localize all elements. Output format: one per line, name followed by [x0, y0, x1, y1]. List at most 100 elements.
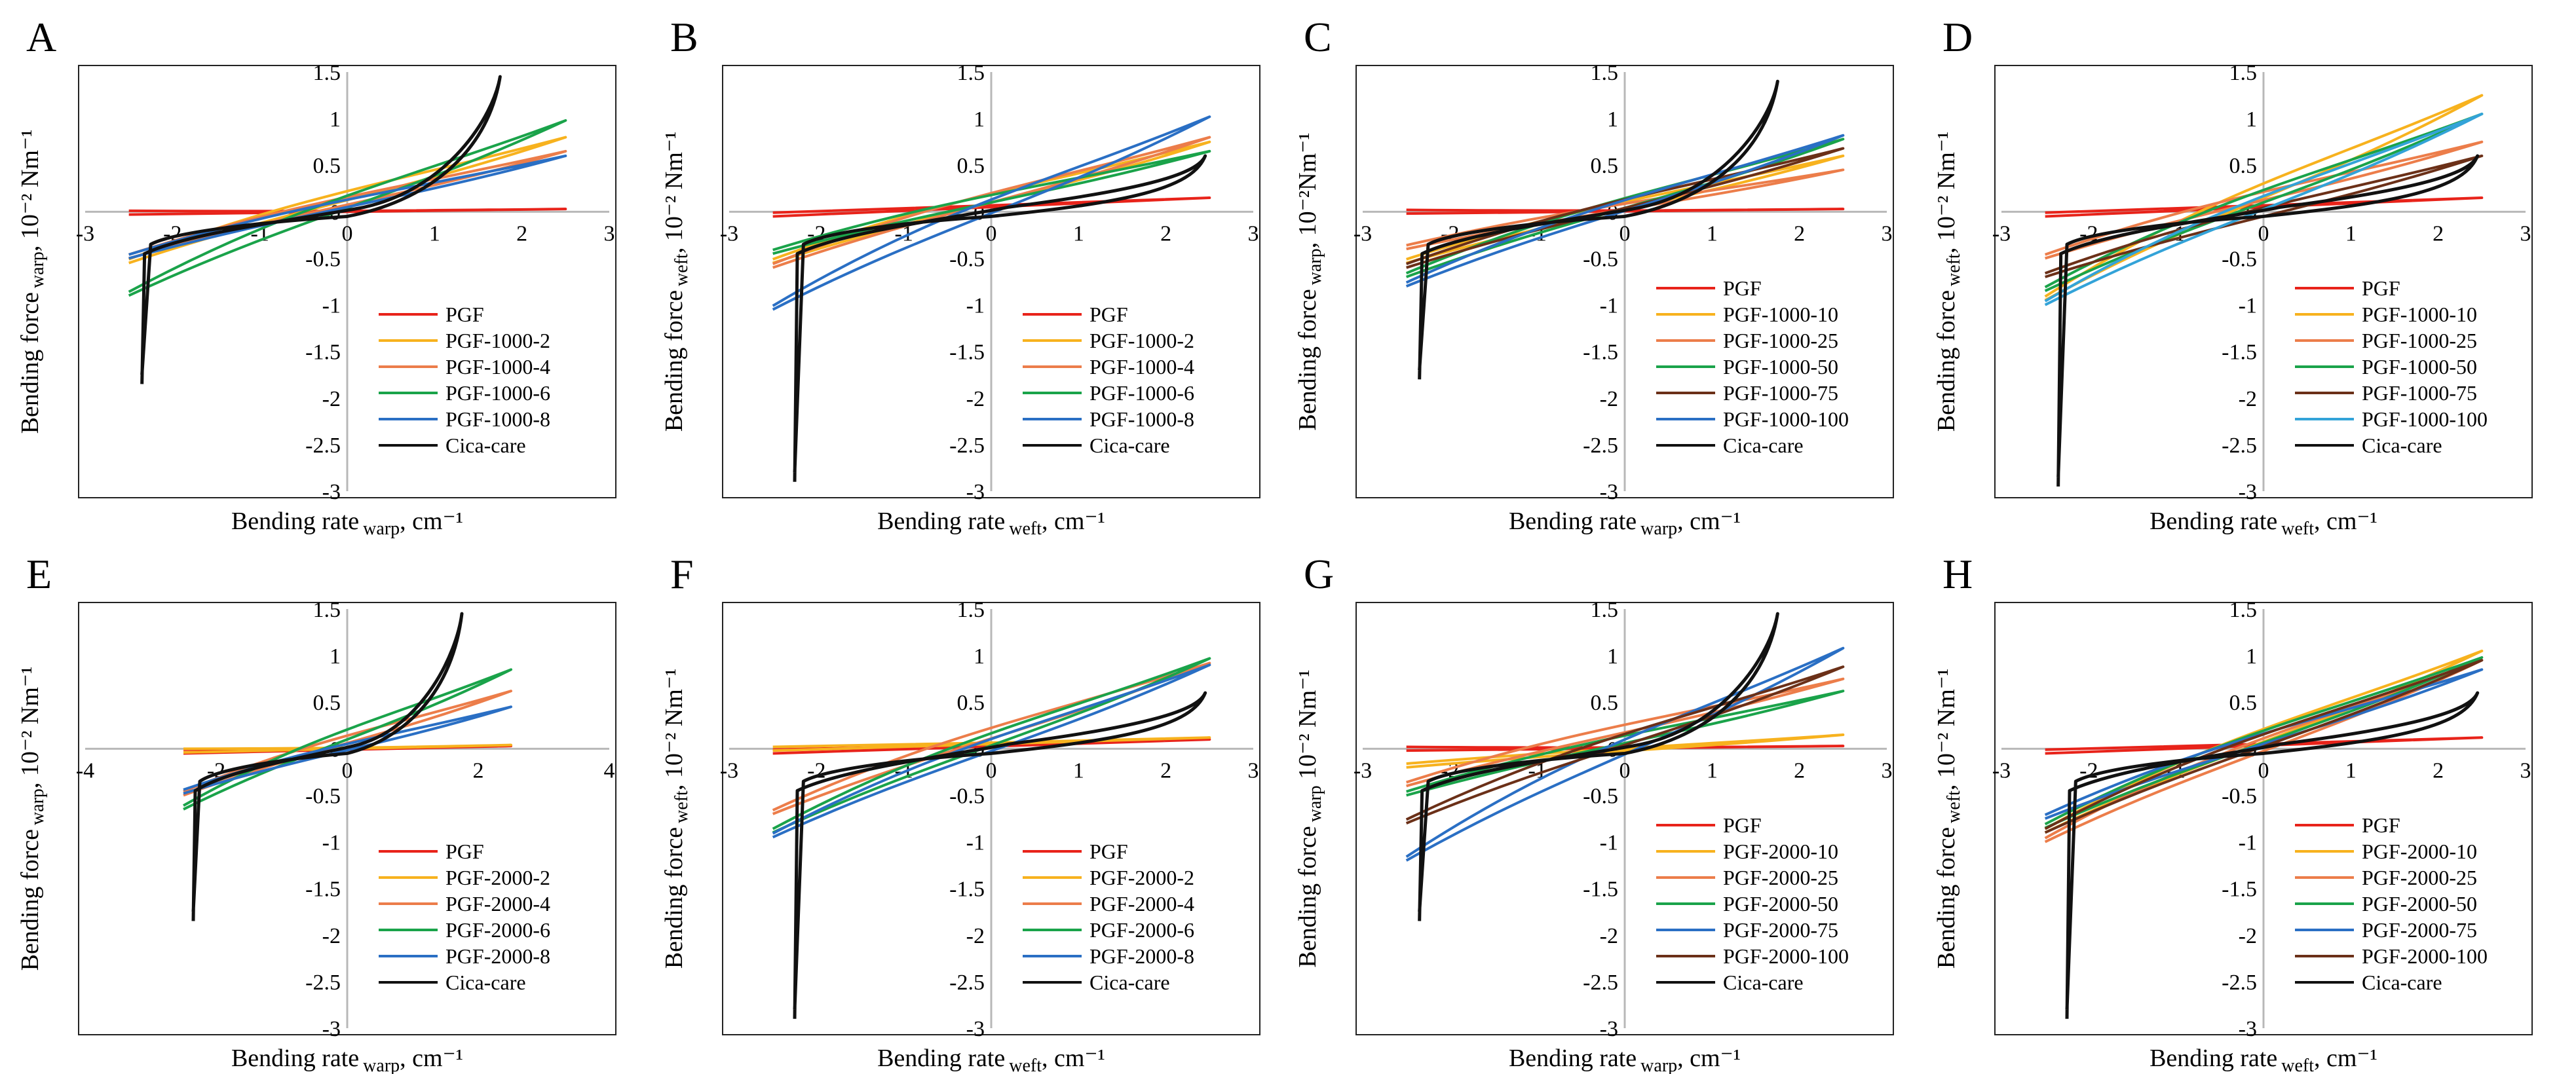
x-axis-title-unit: , cm⁻¹ [1677, 1045, 1741, 1072]
x-tick-label: 1 [1073, 221, 1084, 246]
y-tick-label: 1 [2246, 644, 2257, 669]
x-axis-title-main: Bending rate [2150, 508, 2277, 535]
y-tick-label: 1 [2246, 107, 2257, 132]
series-line-pgf-2000-25 [1406, 677, 1845, 788]
panel-F: F1.510.50-0.5-1-1.5-2-2.5-3-3 -2 -1 0 1 2 3PGF… [660, 551, 1260, 1074]
legend-label: PGF-1000-25 [1723, 329, 1838, 352]
y-tick-label: 0.5 [313, 691, 341, 715]
y-tick-label: -2 [1600, 387, 1618, 411]
y-tick-label: 0.5 [2229, 691, 2258, 715]
x-tick-label: 0 [2258, 758, 2269, 783]
y-tick-label: -2.5 [1583, 971, 1618, 995]
legend-label: PGF-2000-50 [1723, 892, 1838, 916]
series-line-pgf-1000-100 [2044, 113, 2484, 306]
y-tick-label: -3 [1600, 480, 1618, 504]
legend-label: Cica-care [2362, 971, 2442, 994]
x-tick-label: 1 [1707, 221, 1718, 246]
series-line-pgf [1406, 208, 1845, 215]
legend-label: PGF-1000-4 [1089, 355, 1194, 379]
y-tick-label: -1.5 [1583, 878, 1618, 902]
x-tick-label: 1 [1073, 758, 1084, 783]
y-tick-label: -3 [1600, 1017, 1618, 1041]
x-tick-label: -3 [720, 221, 738, 246]
y-tick-label: 1.5 [1591, 61, 1619, 85]
legend-label: PGF [2362, 276, 2400, 300]
y-tick-label: 0.5 [313, 154, 341, 178]
y-axis-title: Bending force weft, 10⁻² Nm⁻¹ [1933, 669, 1964, 969]
plot-frame [1355, 602, 1894, 1035]
legend-label: PGF-2000-6 [445, 918, 550, 942]
plot-frame [1355, 65, 1894, 498]
y-tick-label: -1.5 [305, 341, 341, 365]
x-axis-title-unit: , cm⁻¹ [1677, 508, 1741, 535]
series-line-pgf-1000-6 [772, 149, 1211, 255]
legend-label: PGF [445, 840, 484, 863]
x-tick-label: 4 [604, 758, 615, 783]
y-axis-title: Bending force weft, 10⁻² Nm⁻¹ [660, 669, 692, 969]
x-tick-label: 3 [2520, 758, 2531, 783]
legend-label: PGF-2000-2 [1089, 866, 1194, 889]
y-axis-title-unit: , 10⁻²Nm⁻¹ [1294, 132, 1321, 248]
plot-frame [78, 602, 616, 1035]
y-tick-label: -0.5 [949, 784, 985, 808]
x-tick-label: 2 [1794, 221, 1805, 246]
legend-label: PGF-1000-6 [445, 381, 550, 405]
x-tick-label: -3 [720, 758, 738, 783]
panel-letter: G [1304, 551, 1334, 597]
y-tick-label: 0.5 [2229, 154, 2258, 178]
y-tick-label: 1 [974, 107, 985, 132]
y-tick-label: -1 [1600, 831, 1618, 855]
legend-label: PGF [2362, 813, 2400, 837]
y-axis-title: Bending force warp, 10⁻² Nm⁻¹ [16, 130, 48, 434]
y-tick-label: -2.5 [305, 971, 341, 995]
panel-B: B1.510.50-0.5-1-1.5-2-2.5-3-3 -2 -1 0 1 2 3PGF… [660, 14, 1260, 539]
series-line-cica-care [793, 691, 1207, 1019]
legend-label: Cica-care [1723, 971, 1804, 994]
series-line-cica-care [1418, 612, 1779, 921]
x-tick-label: -3 [1354, 758, 1372, 783]
legend-label: Cica-care [1089, 971, 1170, 994]
y-axis-title-sub: weft [672, 790, 692, 823]
plot-frame [78, 65, 616, 498]
x-tick-label: 1 [2345, 758, 2357, 783]
y-tick-label: -1 [2239, 294, 2257, 318]
legend-label: PGF [445, 303, 484, 326]
x-axis-title-sub: weft [2281, 519, 2314, 539]
series-line-cica-care [1418, 79, 1779, 380]
x-axis-title-unit: , cm⁻¹ [400, 508, 463, 535]
x-tick-label: 1 [429, 221, 440, 246]
x-axis-title-sub: weft [1009, 519, 1042, 539]
y-tick-label: -2 [2239, 924, 2257, 948]
series-line-cica-care [2065, 691, 2480, 1019]
x-axis-title: Bending rate warp, cm⁻¹ [1509, 1045, 1741, 1074]
y-axis-title-sub: weft [672, 253, 692, 286]
y-tick-label: -2 [966, 924, 985, 948]
legend-label: PGF-2000-50 [2362, 892, 2477, 916]
series-line-cica-care [2056, 154, 2480, 487]
legend-label: PGF-2000-75 [2362, 918, 2477, 942]
x-tick-label: 1 [2345, 221, 2357, 246]
y-axis-title-sub: warp [1305, 785, 1325, 822]
x-tick-label: 2 [2433, 758, 2444, 783]
y-tick-label: -1 [966, 831, 985, 855]
legend-label: PGF [1089, 303, 1128, 326]
y-tick-label: 1 [1607, 107, 1618, 132]
y-tick-label: 1.5 [313, 598, 341, 622]
y-tick-label: 1 [330, 644, 341, 669]
x-axis-title-main: Bending rate [1509, 508, 1637, 535]
y-tick-label: 1 [330, 107, 341, 132]
y-tick-label: -3 [2239, 1017, 2257, 1041]
y-axis-title: Bending force weft, 10⁻² Nm⁻¹ [1933, 132, 1964, 432]
legend-label: Cica-care [445, 434, 526, 457]
y-axis-title-main: Bending force [1933, 827, 1960, 969]
y-axis-title-unit: , 10⁻² Nm⁻¹ [660, 132, 688, 253]
x-tick-label: 3 [1248, 221, 1259, 246]
panel-D: D1.510.50-0.5-1-1.5-2-2.5-3-3 -2 -1 0 1 2 3PGF… [1933, 14, 2533, 539]
series-line-pgf-2000-2 [772, 736, 1211, 752]
series-line-cica-care [140, 75, 502, 384]
y-axis-title-unit: , 10⁻² Nm⁻¹ [16, 667, 44, 788]
y-axis-title-main: Bending force [1294, 289, 1321, 430]
x-tick-label: 0 [2258, 221, 2269, 246]
x-tick-label: -3 [1992, 758, 2011, 783]
